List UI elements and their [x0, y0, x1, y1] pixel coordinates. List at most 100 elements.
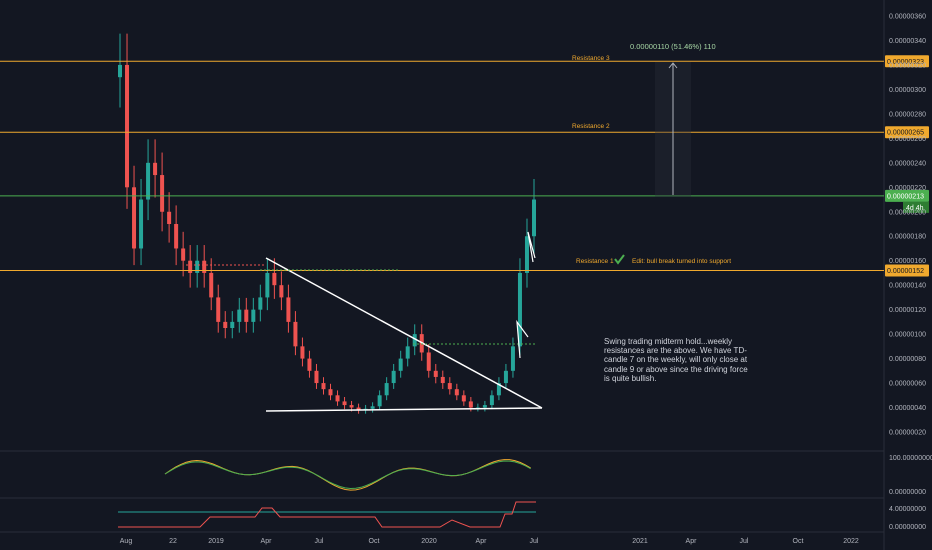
resistance-price-tag — [885, 55, 929, 68]
candle-body — [216, 297, 221, 322]
candle-body — [237, 309, 242, 322]
candle-body — [181, 248, 186, 261]
price-tick-label: 0.00000040 — [889, 405, 926, 412]
price-tick-label: 0.00000140 — [889, 283, 926, 290]
candle-body — [321, 383, 326, 390]
candle-body — [532, 199, 536, 237]
candle-body — [342, 401, 347, 406]
candle-body — [279, 285, 284, 298]
resistance-price-text: 0.00000323 — [887, 59, 924, 66]
resistance-price-tag — [885, 126, 929, 139]
price-tick-label: 0.00000360 — [889, 14, 926, 21]
candle-body — [496, 383, 501, 396]
zigzag-drawing[interactable] — [527, 231, 536, 263]
candle-body — [195, 260, 200, 273]
candle-body — [202, 260, 207, 273]
candle-body — [426, 352, 431, 371]
checkmark-icon — [614, 254, 625, 265]
candle-body — [251, 309, 256, 322]
candle-body — [265, 272, 270, 298]
candle-body — [412, 334, 417, 347]
candle-body — [146, 162, 151, 200]
price-tick-label: 0.00000120 — [889, 307, 926, 314]
price-tick-label: 0.00000160 — [889, 258, 926, 265]
resistance-2-label: Resistance 2 — [572, 123, 610, 130]
time-tick-label: Jul — [315, 538, 324, 545]
candle-body — [356, 407, 361, 410]
candle-body — [307, 358, 312, 371]
trendline-drawings[interactable] — [186, 231, 543, 412]
price-tick-label: 0.00000200 — [889, 209, 926, 216]
candle-body — [160, 175, 165, 212]
time-tick-label: 2022 — [843, 538, 859, 545]
candle-body — [489, 395, 494, 406]
time-tick-label: Jul — [530, 538, 539, 545]
candle-body — [440, 376, 445, 384]
candle-body — [398, 358, 403, 371]
measure-label: 0.00000110 (51.46%) 110 — [630, 42, 716, 51]
osc2-value-line — [118, 501, 536, 528]
resistance-price-text: 0.00000152 — [887, 268, 924, 275]
candle-body — [391, 370, 396, 384]
candle-body — [447, 383, 452, 390]
candle-body — [349, 405, 354, 408]
candle-body — [174, 224, 179, 249]
candle-body — [335, 395, 340, 402]
zigzag-drawing[interactable] — [516, 319, 529, 359]
price-tick-label: 0.00000060 — [889, 381, 926, 388]
osc2-tick-label: 0.00000000 — [889, 524, 926, 531]
candle-body — [272, 272, 277, 286]
countdown-tag — [903, 201, 929, 213]
resistance-1-label: Resistance 1 — [576, 258, 614, 265]
measure-arrow-head — [668, 62, 678, 69]
price-tick-label: 0.00000220 — [889, 185, 926, 192]
price-tick-label: 0.00000280 — [889, 111, 926, 118]
time-tick-label: 2020 — [421, 538, 437, 545]
candle-body — [188, 260, 193, 273]
candle-body — [300, 346, 305, 359]
candle-body — [314, 370, 319, 384]
resistance-levels: 0.00000323 0.00000265 0.00000152 0.00000213… — [0, 55, 929, 277]
oscillator-panes — [118, 459, 536, 528]
triangle-lower-trendline[interactable] — [265, 407, 543, 412]
candle-body — [223, 321, 228, 328]
osc1-d-line — [164, 460, 531, 490]
osc2-tick-label: 4.00000000 — [889, 506, 926, 513]
candle-body — [118, 64, 122, 78]
triangle-upper-trendline[interactable] — [265, 257, 543, 409]
price-tick-label: 0.00000020 — [889, 430, 926, 437]
resistance-price-text: 0.00000265 — [887, 130, 924, 137]
time-tick-label: Apr — [476, 538, 488, 545]
time-tick-label: Aug — [120, 538, 133, 545]
time-tick-label: Oct — [793, 538, 804, 545]
candle-body — [209, 272, 214, 298]
price-tick-label: 0.00000340 — [889, 38, 926, 45]
candle-body — [132, 187, 137, 249]
candle-body — [468, 401, 473, 408]
time-tick-label: 2019 — [208, 538, 224, 545]
candlestick-series — [118, 33, 536, 414]
candle-body — [384, 383, 389, 396]
osc1-tick-label: 100.00000000 — [889, 455, 932, 462]
time-tick-label: Jul — [740, 538, 749, 545]
candle-body — [482, 405, 487, 408]
time-tick-label: 22 — [169, 538, 177, 545]
current-price-tag — [885, 189, 929, 202]
candle-body — [377, 395, 382, 407]
resistance-1-annotation: Edit: bull break turned into support — [632, 258, 731, 265]
time-tick-label: Apr — [686, 538, 698, 545]
candle-body — [153, 162, 158, 176]
candle-body — [167, 211, 172, 224]
price-tick-label: 0.00000180 — [889, 234, 926, 241]
candle-body — [244, 309, 249, 322]
axes: 0.00000360 0.00000340 0.00000320 0.00000300… — [120, 14, 932, 546]
candle-body — [433, 370, 438, 377]
price-tick-label: 0.00000080 — [889, 356, 926, 363]
candle-body — [454, 389, 459, 396]
candle-body — [139, 199, 144, 249]
candle-body — [230, 321, 235, 328]
price-tick-label: 0.00000260 — [889, 136, 926, 143]
candle-body — [328, 389, 333, 396]
